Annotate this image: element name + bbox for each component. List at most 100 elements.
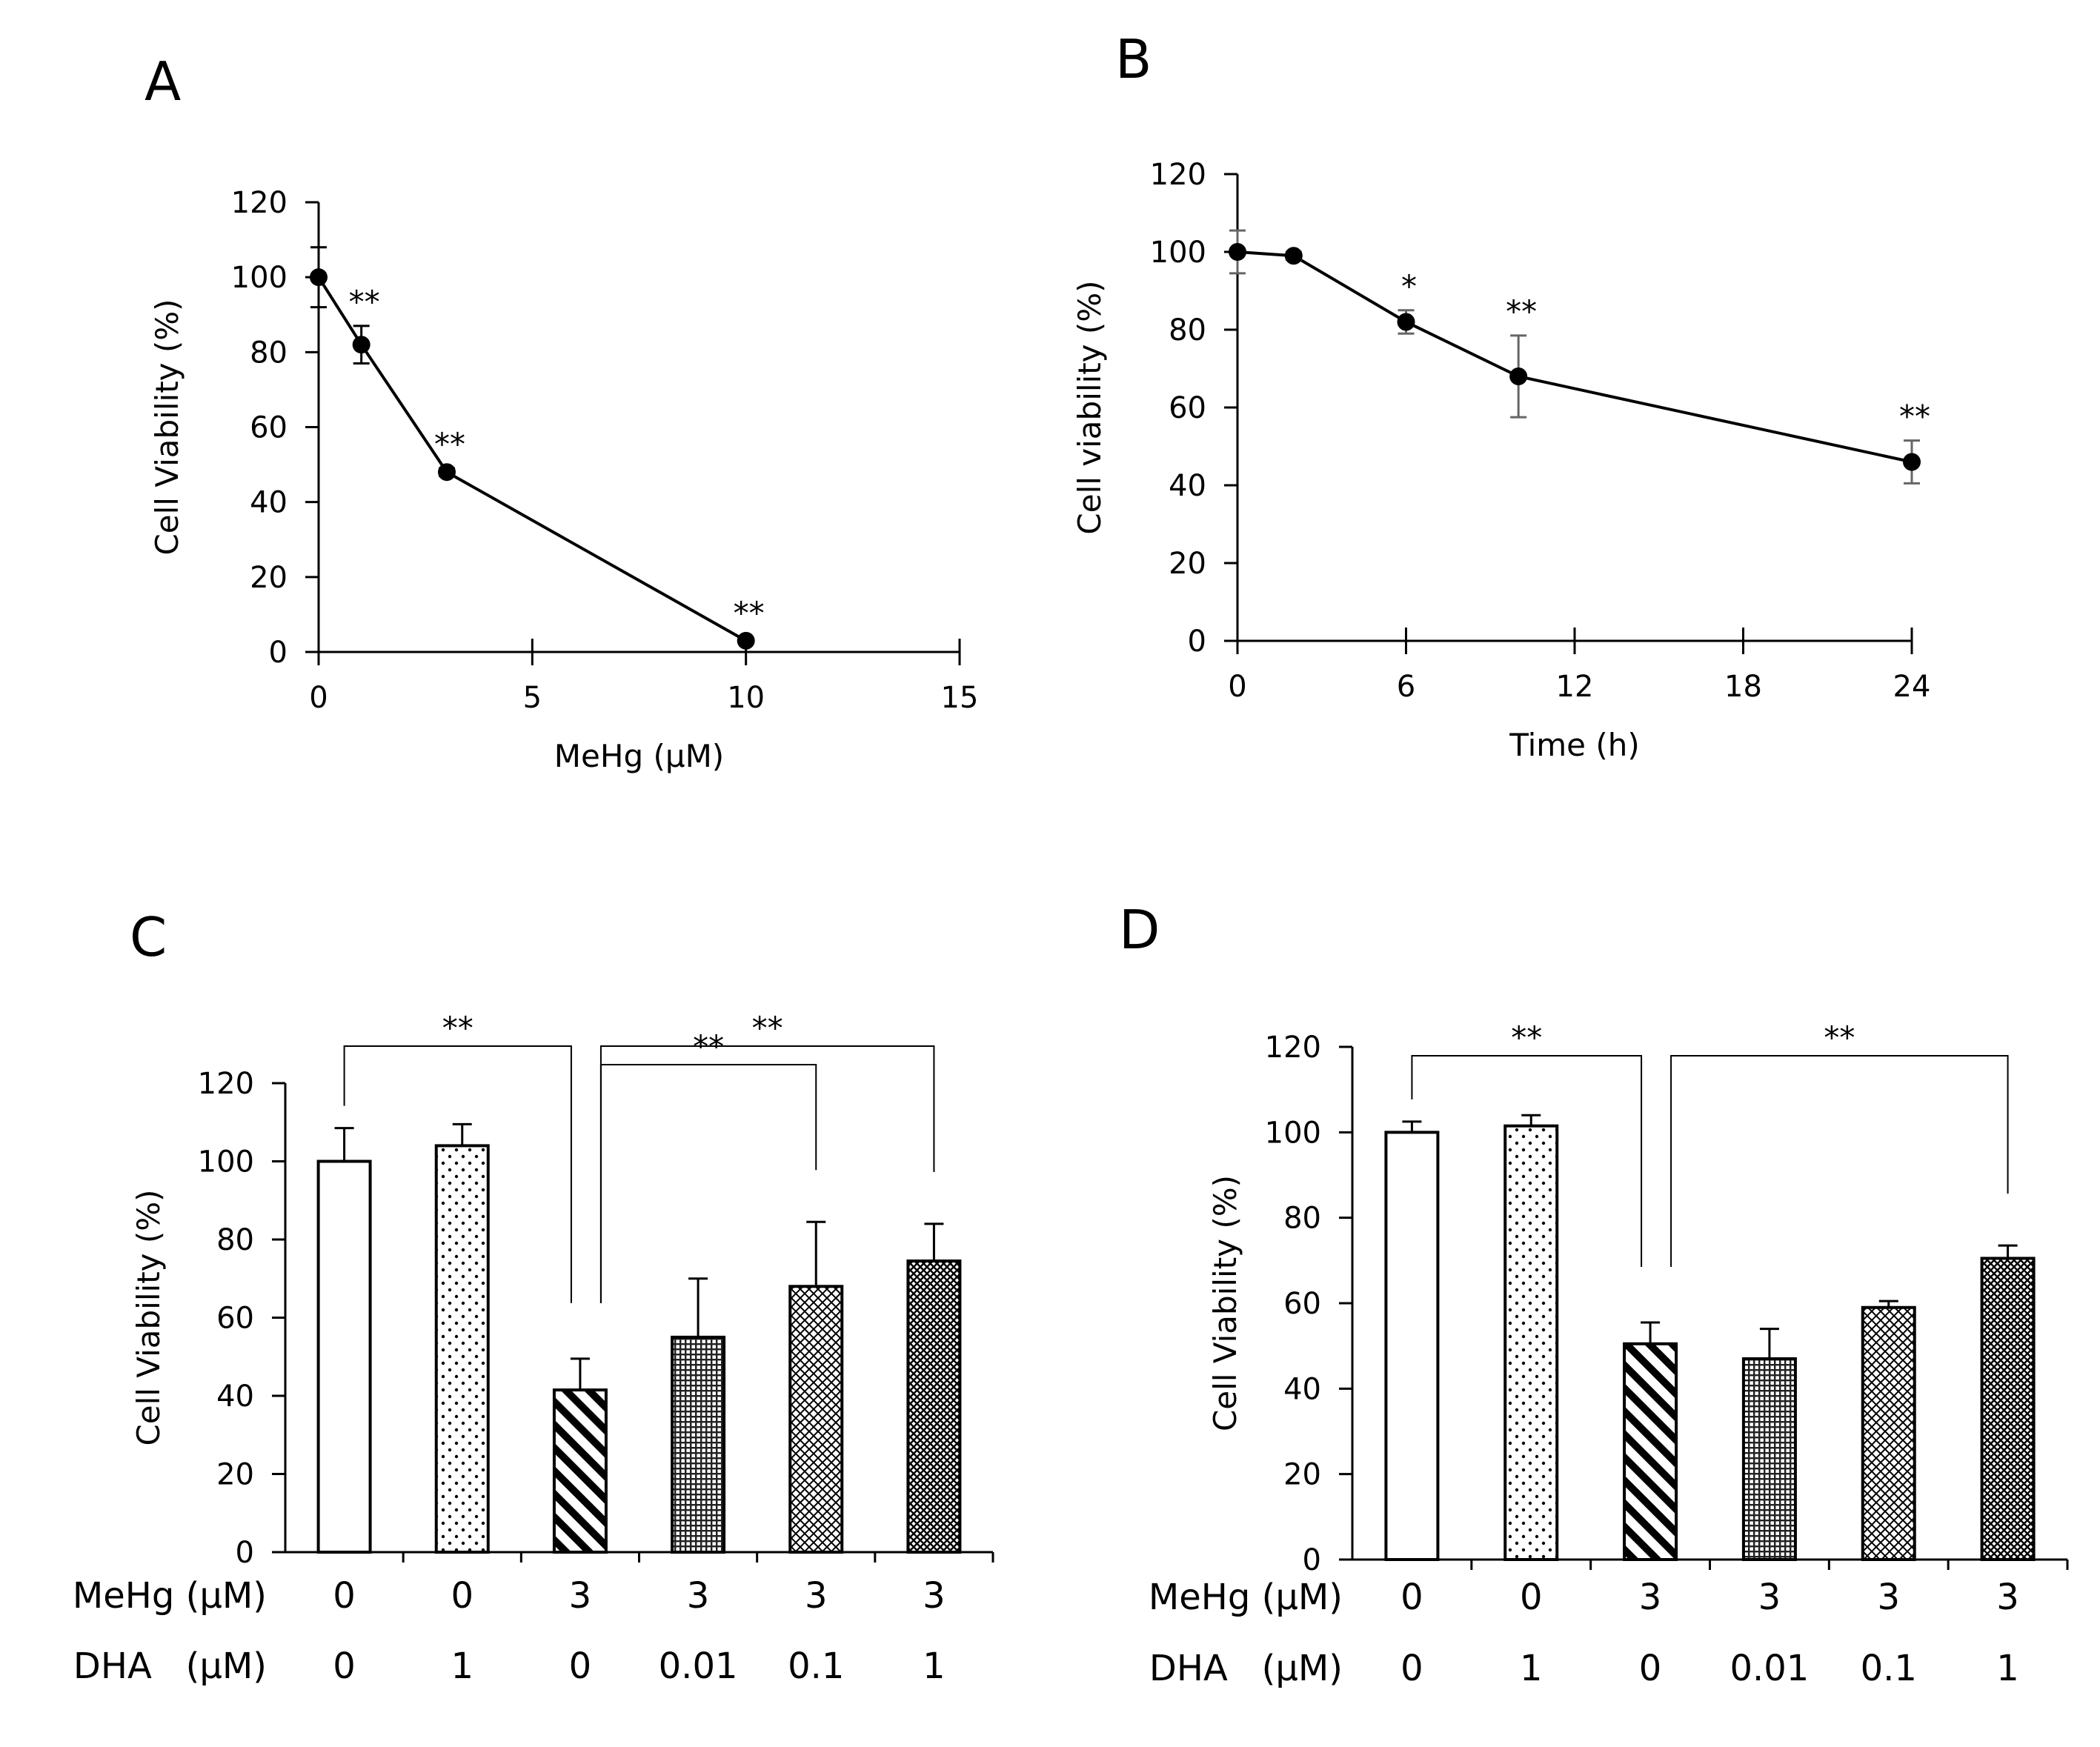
y-tick-label: 120 — [1265, 1031, 1321, 1065]
mehg-value: 3 — [1639, 1577, 1662, 1618]
row-label-dha: DHA (μM) — [1149, 1648, 1343, 1689]
data-point — [1229, 243, 1246, 261]
data-point — [1284, 247, 1303, 265]
row-label-mehg: MeHg (μM) — [73, 1575, 267, 1617]
y-tick-label: 120 — [1150, 158, 1206, 192]
y-tick-label: 80 — [250, 336, 288, 370]
significance-label: ** — [752, 1010, 783, 1046]
bar — [1861, 1305, 1916, 1562]
dha-value: 0 — [1400, 1648, 1423, 1689]
y-tick-label: 40 — [1169, 469, 1206, 503]
x-tick-label: 10 — [727, 681, 765, 715]
y-tick-label: 0 — [1188, 625, 1206, 659]
mehg-value: 3 — [1758, 1577, 1781, 1618]
y-tick-label: 20 — [1169, 547, 1206, 581]
mehg-value: 3 — [1877, 1577, 1900, 1618]
significance-bracket — [599, 1064, 817, 1303]
dha-value: 0.1 — [1861, 1648, 1917, 1689]
error-bar — [570, 1357, 590, 1391]
error-bar — [924, 1222, 944, 1262]
y-axis-title: Cell Viability (%) — [1207, 1175, 1243, 1431]
x-axis-title: Time (h) — [1509, 727, 1640, 763]
mehg-value: 0 — [451, 1575, 474, 1617]
y-tick-label: 40 — [216, 1380, 254, 1414]
dha-value: 0.1 — [788, 1645, 844, 1687]
x-tick-label: 6 — [1397, 670, 1415, 704]
mehg-value: 0 — [1520, 1577, 1543, 1618]
dha-value: 0 — [333, 1645, 356, 1687]
y-tick-label: 40 — [1283, 1372, 1321, 1406]
significance-label: ** — [1511, 1019, 1542, 1056]
dha-value: 0.01 — [1729, 1648, 1809, 1689]
x-tick-label: 24 — [1893, 670, 1931, 704]
bar — [788, 1285, 844, 1554]
y-tick-label: 20 — [1283, 1458, 1321, 1492]
significance-label: ** — [693, 1028, 724, 1065]
error-bar — [1402, 1120, 1422, 1133]
bar — [1503, 1124, 1559, 1561]
significance-bracket — [343, 1045, 572, 1303]
panel-label: D — [1119, 899, 1160, 961]
error-bar — [1641, 1321, 1661, 1344]
bar — [1741, 1357, 1797, 1561]
data-point — [1509, 367, 1528, 385]
significance-label: * — [1401, 268, 1417, 305]
y-tick-label: 80 — [1169, 313, 1206, 347]
bar — [316, 1159, 372, 1554]
y-tick-label: 0 — [1303, 1543, 1321, 1577]
error-bar — [806, 1220, 826, 1287]
y-axis-title: Cell Viability (%) — [149, 299, 185, 555]
y-tick-label: 100 — [198, 1145, 254, 1179]
error-bar — [1521, 1114, 1541, 1126]
bar — [1980, 1257, 2036, 1561]
x-tick-label: 15 — [941, 681, 979, 715]
series-line — [317, 276, 747, 642]
y-tick-label: 0 — [269, 636, 288, 670]
x-tick-label: 0 — [309, 681, 328, 715]
y-tick-label: 120 — [231, 186, 288, 220]
y-tick-label: 20 — [216, 1458, 254, 1492]
dha-value: 0.01 — [659, 1645, 738, 1687]
y-tick-label: 40 — [250, 486, 288, 520]
mehg-value: 3 — [569, 1575, 592, 1617]
row-label-dha: DHA (μM) — [73, 1645, 267, 1687]
y-tick-label: 0 — [236, 1536, 254, 1570]
data-point — [310, 268, 328, 287]
row-label-mehg: MeHg (μM) — [1149, 1577, 1343, 1618]
y-tick-label: 80 — [216, 1223, 254, 1257]
bar — [1623, 1342, 1678, 1561]
y-tick-label: 100 — [1265, 1116, 1321, 1150]
series-line — [1237, 250, 1913, 464]
mehg-value: 0 — [1400, 1577, 1423, 1618]
dha-value: 0 — [569, 1645, 592, 1687]
dha-value: 1 — [1520, 1648, 1543, 1689]
data-point — [352, 336, 371, 354]
y-tick-label: 80 — [1283, 1202, 1321, 1236]
x-axis-title: MeHg (μM) — [554, 738, 724, 774]
bar — [906, 1259, 962, 1554]
data-point — [1397, 313, 1415, 331]
mehg-value: 3 — [805, 1575, 828, 1617]
significance-bracket — [599, 1045, 935, 1303]
bar — [1384, 1131, 1440, 1562]
significance-label: ** — [1824, 1019, 1855, 1056]
error-bar — [334, 1127, 354, 1162]
significance-bracket — [1670, 1055, 2009, 1267]
dha-value: 0 — [1639, 1648, 1662, 1689]
y-tick-label: 120 — [198, 1067, 254, 1101]
mehg-value: 3 — [923, 1575, 946, 1617]
error-bar — [452, 1122, 472, 1146]
y-tick-label: 20 — [250, 561, 288, 595]
y-axis-title: Cell viability (%) — [1071, 280, 1108, 534]
bar — [434, 1144, 490, 1554]
y-tick-label: 60 — [216, 1302, 254, 1336]
data-point — [1903, 453, 1921, 471]
panel-label: A — [144, 50, 181, 113]
mehg-value: 3 — [687, 1575, 710, 1617]
y-tick-label: 60 — [250, 411, 288, 445]
y-tick-label: 100 — [1150, 236, 1206, 270]
y-axis-title: Cell Viability (%) — [130, 1189, 167, 1445]
